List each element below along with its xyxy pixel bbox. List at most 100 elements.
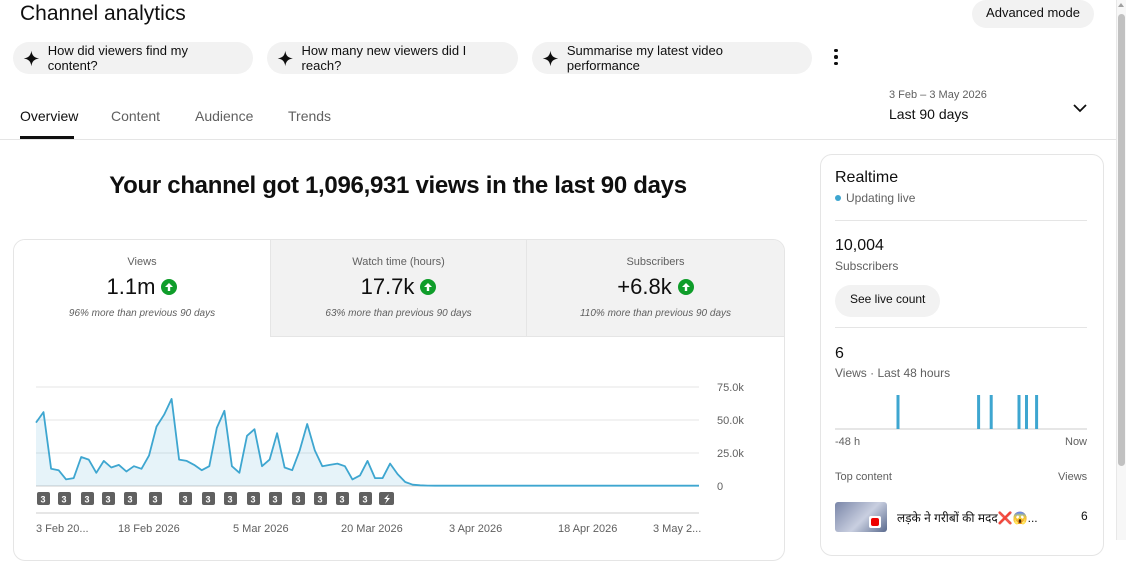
- realtime-axis-start: -48 h: [835, 436, 861, 448]
- video-marker-count: 3: [127, 495, 132, 505]
- video-marker-count: 3: [40, 495, 45, 505]
- video-marker-count: 3: [295, 495, 300, 505]
- video-marker: [37, 492, 50, 505]
- date-range[interactable]: 3 Feb – 3 May 2026: [889, 89, 987, 101]
- prompt-chip-traffic[interactable]: How did viewers find my content?: [13, 42, 253, 74]
- video-marker: [359, 492, 372, 505]
- video-marker: [124, 492, 137, 505]
- y-tick-label: 0: [717, 481, 723, 493]
- video-marker-count: 3: [317, 495, 322, 505]
- x-tick-label: 18 Feb 2026: [118, 523, 180, 535]
- realtime-bar: [1017, 395, 1021, 429]
- video-marker-count: 3: [362, 495, 367, 505]
- video-marker-count: 3: [339, 495, 344, 505]
- page-title: Channel analytics: [20, 2, 186, 25]
- subscriber-count: 10,004: [835, 237, 884, 254]
- realtime-card: [820, 154, 1104, 556]
- y-tick-label: 50.0k: [717, 415, 744, 427]
- prompt-chip-summary[interactable]: Summarise my latest video performance: [532, 42, 812, 74]
- date-period[interactable]: Last 90 days: [889, 106, 969, 122]
- more-options-icon[interactable]: [826, 46, 846, 68]
- realtime-axis-end: Now: [1065, 436, 1088, 448]
- tab-audience[interactable]: Audience: [195, 108, 254, 124]
- metric-views[interactable]: Views 1.1m 96% more than previous 90 day…: [14, 240, 271, 337]
- x-tick-label: 3 Apr 2026: [449, 523, 502, 535]
- metric-label: Views: [127, 256, 157, 268]
- prompt-chip-label: How many new viewers did I reach?: [301, 43, 467, 73]
- top-content-title[interactable]: लड़के ने गरीबों की मदद❌😱...: [897, 511, 1038, 525]
- x-tick-label: 3 May 2...: [653, 523, 701, 535]
- x-tick-label: 3 Feb 20...: [36, 523, 89, 535]
- metric-label: Subscribers: [626, 256, 685, 268]
- y-tick-label: 25.0k: [717, 448, 744, 460]
- metric-label: Watch time (hours): [352, 256, 445, 268]
- realtime-bar-chart[interactable]: [835, 388, 1087, 430]
- video-marker: [202, 492, 215, 505]
- divider: [835, 220, 1087, 221]
- metric-subscribers[interactable]: Subscribers +6.8k 110% more than previou…: [527, 240, 784, 337]
- chevron-down-icon[interactable]: [1072, 100, 1088, 116]
- arrow-up-icon: [161, 279, 178, 295]
- subscriber-label: Subscribers: [835, 259, 899, 273]
- realtime-bar: [896, 395, 900, 429]
- metric-watch-time[interactable]: Watch time (hours) 17.7k 63% more than p…: [271, 240, 527, 337]
- sparkle-icon: [277, 50, 293, 66]
- y-tick-label: 75.0k: [717, 382, 744, 394]
- video-marker: [292, 492, 305, 505]
- scrollbar-thumb[interactable]: [1118, 14, 1125, 466]
- x-tick-label: 18 Apr 2026: [558, 523, 617, 535]
- tab-trends[interactable]: Trends: [288, 108, 332, 124]
- video-marker: [336, 492, 349, 505]
- divider: [835, 327, 1087, 328]
- live-status-label: Updating live: [846, 191, 916, 205]
- video-marker: [58, 492, 71, 505]
- x-tick-label: 20 Mar 2026: [341, 523, 403, 535]
- realtime-bar: [1025, 395, 1028, 429]
- metric-comparison: 96% more than previous 90 days: [68, 308, 216, 319]
- video-marker-count: 3: [105, 495, 110, 505]
- shorts-icon: [384, 494, 390, 504]
- video-marker: [314, 492, 327, 505]
- series-line: [35, 398, 699, 487]
- prompt-chip-label: Summarise my latest video performance: [566, 43, 723, 73]
- metric-value: 1.1m: [106, 274, 156, 299]
- video-thumbnail[interactable]: [835, 502, 887, 532]
- live-status: Updating live: [835, 191, 915, 205]
- advanced-mode-button[interactable]: Advanced mode: [972, 0, 1094, 28]
- views-headline: Your channel got 1,096,931 views in the …: [109, 172, 687, 199]
- realtime-bar: [989, 395, 993, 429]
- x-tick-label: 5 Mar 2026: [233, 523, 289, 535]
- video-marker: [149, 492, 162, 505]
- metric-value: +6.8k: [617, 274, 672, 299]
- video-marker: [179, 492, 192, 505]
- sparkle-icon: [23, 50, 40, 66]
- short-badge-icon: [869, 516, 881, 528]
- video-marker: [102, 492, 115, 505]
- video-marker-count: 3: [250, 495, 255, 505]
- arrow-up-icon: [420, 279, 437, 295]
- metric-comparison: 110% more than previous 90 days: [579, 308, 731, 319]
- sparkle-icon: [542, 50, 559, 66]
- video-marker-count: 3: [182, 495, 187, 505]
- see-live-count-button[interactable]: See live count: [835, 285, 941, 317]
- video-marker-count: 3: [61, 495, 66, 505]
- prompt-chip-new-viewers[interactable]: How many new viewers did I reach?: [267, 42, 518, 74]
- realtime-title: Realtime: [835, 169, 899, 186]
- realtime-views-count: 6: [835, 345, 844, 362]
- top-content-views: 6: [1081, 509, 1088, 523]
- video-marker: [247, 492, 260, 505]
- video-marker-count: 3: [152, 495, 157, 505]
- video-marker-count: 3: [227, 495, 232, 505]
- realtime-bar: [1035, 395, 1039, 429]
- metric-value: 17.7k: [360, 274, 415, 299]
- video-marker: [81, 492, 94, 505]
- video-marker-count: 3: [84, 495, 89, 505]
- active-tab-indicator: [20, 136, 74, 139]
- scroll-up-icon[interactable]: [1117, 1, 1125, 9]
- overview-card: Views 1.1m 96% more than previous 90 day…: [13, 239, 785, 561]
- tab-content[interactable]: Content: [111, 108, 161, 124]
- video-marker: [224, 492, 237, 505]
- arrow-up-icon: [677, 279, 694, 295]
- tab-overview[interactable]: Overview: [20, 108, 79, 124]
